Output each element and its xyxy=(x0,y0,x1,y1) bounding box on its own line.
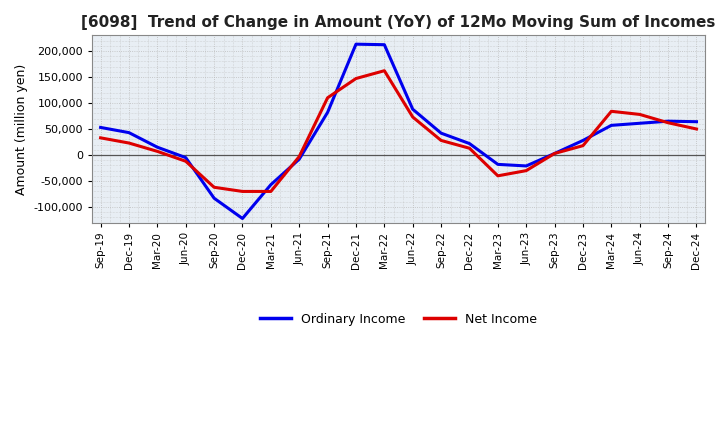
Net Income xyxy=(295,154,304,159)
Ordinary Income xyxy=(153,145,162,150)
Net Income xyxy=(238,189,247,194)
Net Income xyxy=(692,126,701,132)
Net Income xyxy=(266,189,275,194)
Ordinary Income xyxy=(437,131,446,136)
Ordinary Income xyxy=(465,141,474,146)
Ordinary Income xyxy=(636,121,644,126)
Net Income xyxy=(351,76,360,81)
Ordinary Income xyxy=(96,125,105,130)
Ordinary Income xyxy=(550,151,559,156)
Legend: Ordinary Income, Net Income: Ordinary Income, Net Income xyxy=(255,308,542,330)
Net Income xyxy=(664,120,672,125)
Ordinary Income xyxy=(295,157,304,162)
Ordinary Income xyxy=(664,118,672,124)
Ordinary Income xyxy=(181,155,190,160)
Ordinary Income xyxy=(238,216,247,221)
Ordinary Income xyxy=(210,195,218,201)
Net Income xyxy=(323,95,332,100)
Net Income xyxy=(579,143,588,148)
Ordinary Income xyxy=(266,182,275,187)
Net Income xyxy=(522,168,531,173)
Net Income xyxy=(125,140,133,146)
Net Income xyxy=(210,185,218,190)
Net Income xyxy=(437,138,446,143)
Net Income xyxy=(493,173,502,179)
Net Income xyxy=(465,146,474,151)
Ordinary Income xyxy=(522,163,531,169)
Net Income xyxy=(408,114,417,120)
Ordinary Income xyxy=(579,138,588,143)
Y-axis label: Amount (million yen): Amount (million yen) xyxy=(15,63,28,194)
Net Income xyxy=(550,151,559,156)
Net Income xyxy=(636,112,644,117)
Line: Net Income: Net Income xyxy=(101,71,696,191)
Ordinary Income xyxy=(493,162,502,167)
Net Income xyxy=(96,135,105,140)
Ordinary Income xyxy=(380,42,389,48)
Ordinary Income xyxy=(323,110,332,115)
Title: [6098]  Trend of Change in Amount (YoY) of 12Mo Moving Sum of Incomes: [6098] Trend of Change in Amount (YoY) o… xyxy=(81,15,716,30)
Net Income xyxy=(380,68,389,73)
Net Income xyxy=(607,109,616,114)
Ordinary Income xyxy=(692,119,701,125)
Line: Ordinary Income: Ordinary Income xyxy=(101,44,696,219)
Ordinary Income xyxy=(125,130,133,135)
Ordinary Income xyxy=(408,106,417,112)
Ordinary Income xyxy=(351,41,360,47)
Ordinary Income xyxy=(607,123,616,128)
Net Income xyxy=(153,149,162,154)
Net Income xyxy=(181,158,190,164)
